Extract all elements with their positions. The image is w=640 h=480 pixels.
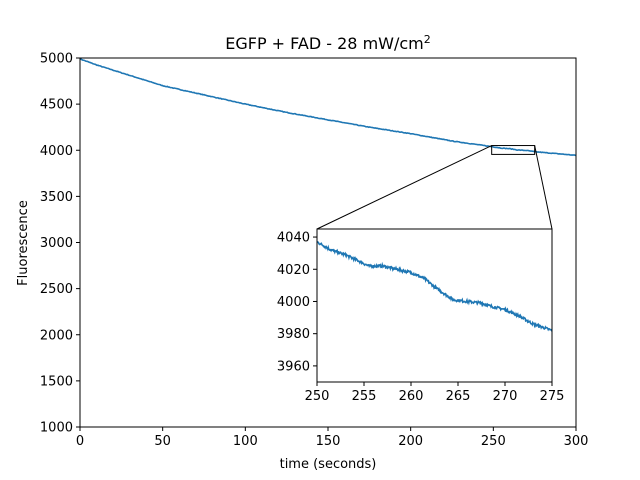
inset-y-tick-label: 4000 (277, 295, 310, 310)
inset-y-tick-label: 4020 (277, 263, 310, 278)
zoom-connector-right (534, 145, 553, 230)
main-x-tick-label: 150 (316, 434, 341, 449)
main-y-tick-label: 5000 (40, 52, 73, 67)
zoom-region-box (491, 145, 536, 155)
inset-y-tick-label: 3960 (277, 359, 310, 374)
inset-y-tick-label: 3980 (277, 327, 310, 342)
main-y-tick-label: 4500 (40, 98, 73, 113)
inset-x-tick-label: 265 (446, 389, 471, 404)
main-x-tick-label: 50 (154, 434, 171, 449)
main-y-tick-label: 2000 (40, 328, 73, 343)
inset-x-tick-label: 270 (493, 389, 518, 404)
main-x-tick-label: 0 (76, 434, 84, 449)
inset-series-line-0 (317, 240, 552, 332)
inset-plot: 250 255 260 265 270 275 3960 3980 4000 4020 4040 (277, 228, 565, 404)
main-plot: 0 50 100 150 200 250 300 1000 1500 2000 2500 3000 35… (40, 52, 589, 450)
inset-x-tick-label: 260 (399, 389, 424, 404)
chart-title: EGFP + FAD - 28 mW/cm2 (225, 33, 431, 53)
inset-background (317, 229, 552, 382)
main-y-tick-label: 2500 (40, 282, 73, 297)
main-y-tick-label: 1500 (40, 374, 73, 389)
main-x-tick-label: 200 (398, 434, 423, 449)
inset-y-tick-label: 4040 (277, 231, 310, 246)
main-series-line-0 (80, 58, 576, 157)
main-x-tick-label: 300 (564, 434, 589, 449)
inset-x-tick-label: 250 (305, 389, 330, 404)
inset-x-tick-label: 255 (352, 389, 377, 404)
x-axis-label: time (seconds) (280, 457, 377, 472)
inset-frame (316, 228, 553, 383)
main-y-tick-label: 4000 (40, 144, 73, 159)
main-x-tick-label: 250 (481, 434, 506, 449)
main-y-tick-label: 3000 (40, 236, 73, 251)
main-y-tick-label: 3500 (40, 190, 73, 205)
main-x-tick-label: 100 (233, 434, 258, 449)
inset-x-tick-label: 275 (540, 389, 565, 404)
zoom-connectors (316, 145, 553, 230)
y-axis-label: Fluorescence (16, 200, 31, 286)
zoom-connector-left (316, 145, 492, 230)
main-y-tick-label: 1000 (40, 421, 73, 436)
